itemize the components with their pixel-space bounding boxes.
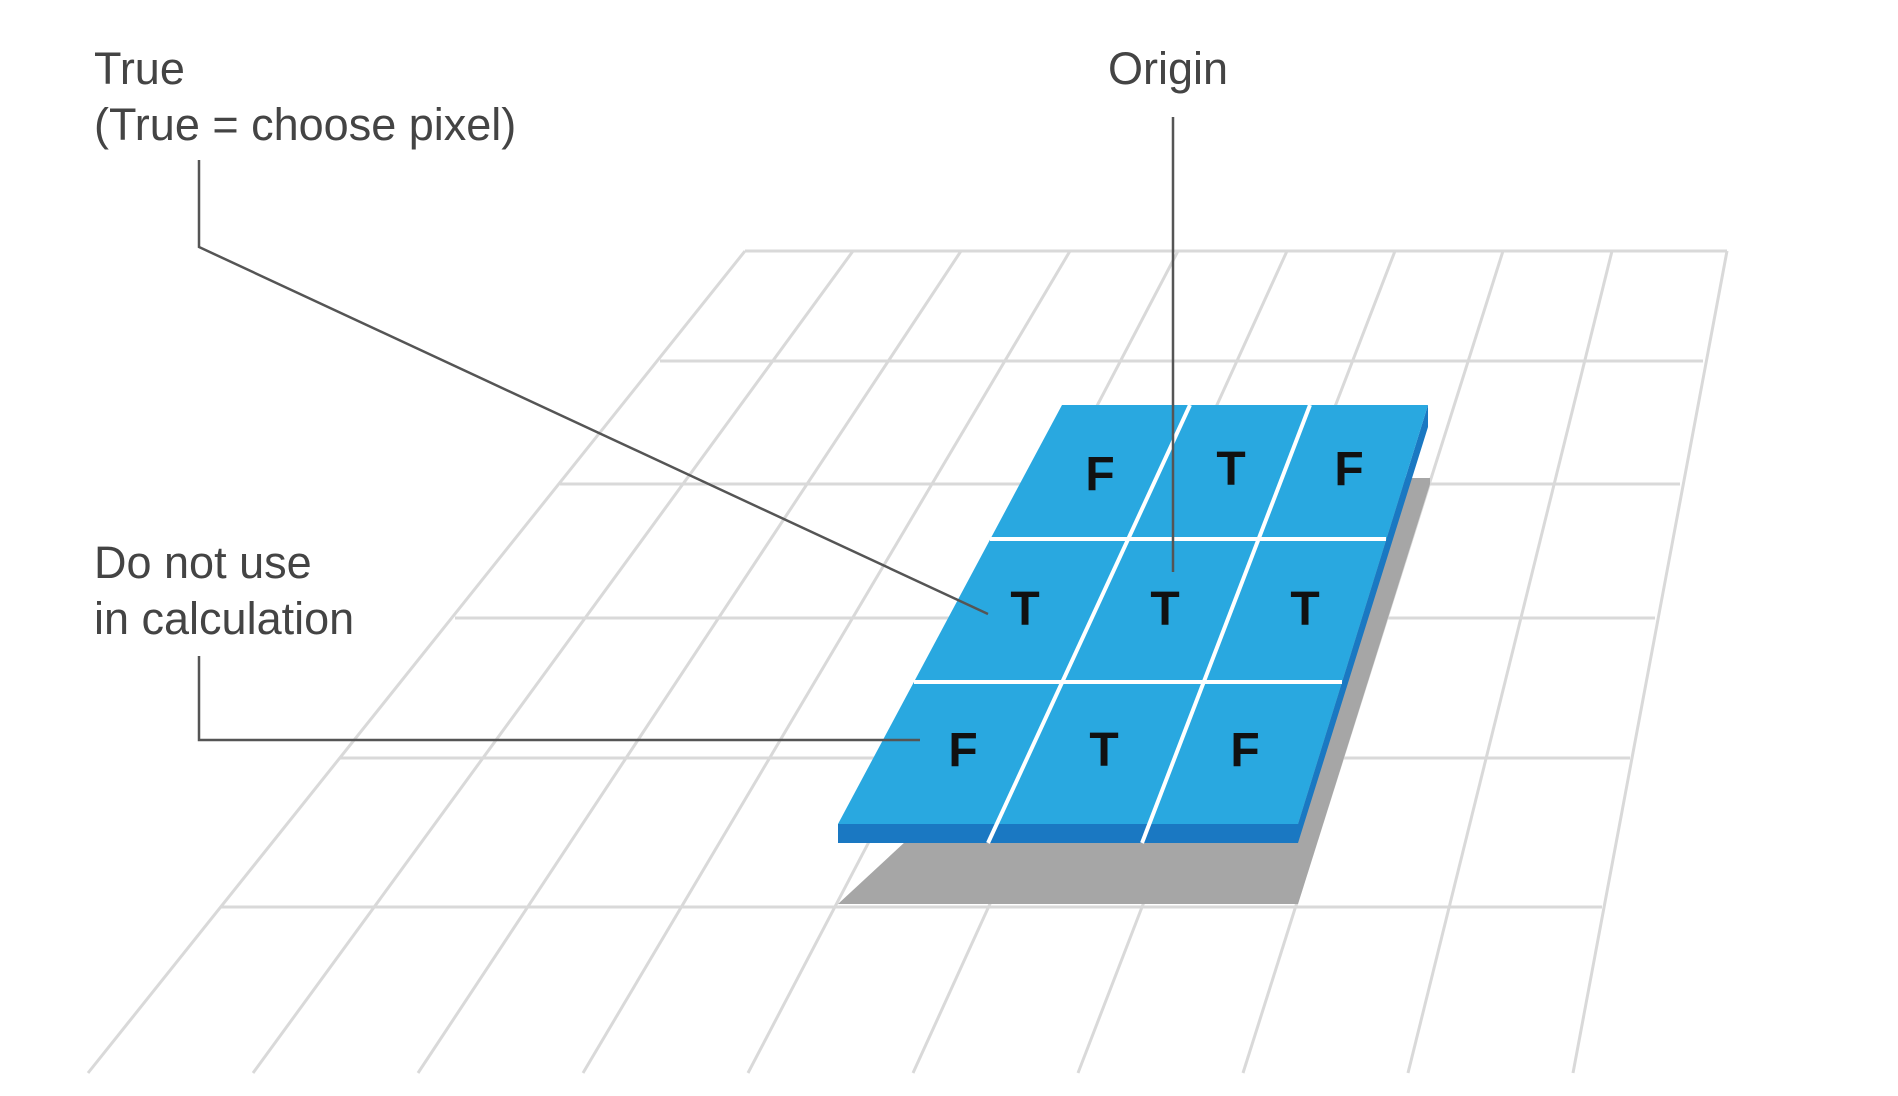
grid-line-d2 [251,250,855,1074]
kernel-cell-r1c2: T [1216,443,1245,496]
true-callout-title: True [94,43,185,94]
kernel-side-bottom [838,824,1298,843]
kernel-cell-r2c3: T [1290,583,1319,636]
kernel-cell-r3c2: T [1089,724,1118,777]
kernel-cell-r3c3: F [1230,724,1259,777]
grid-line-d10 [1571,250,1729,1074]
kernel-col-separator-2 [1140,404,1312,844]
grid-line-d1 [86,250,747,1074]
kernel-cell-r1c1: F [1085,448,1114,501]
kernel-cell-r1c3: F [1334,443,1363,496]
ignore-callout-line1: Do not use [94,537,312,588]
origin-callout: Origin [1108,43,1228,94]
grid-line-d3 [416,250,963,1074]
grid-line-d9 [1406,250,1614,1074]
perspective-grid [86,249,1729,1074]
kernel-cell-r2c1: T [1010,583,1039,636]
kernel-top-face [838,405,1428,824]
kernel-cell-r3c1: F [948,724,977,777]
kernel-cells: F T F T T T F T F [948,443,1363,777]
grid-line-d4 [581,250,1072,1074]
true-leader-line [197,160,989,616]
ignore-callout-line2: in calculation [94,593,354,644]
kernel-side-right [1298,405,1428,843]
true-callout-subtitle: (True = choose pixel) [94,99,516,150]
kernel-cell-r2c2: T [1150,583,1179,636]
kernel-separators [914,404,1386,844]
kernel-col-separator-1 [986,404,1192,844]
ignore-leader-line [197,656,920,742]
